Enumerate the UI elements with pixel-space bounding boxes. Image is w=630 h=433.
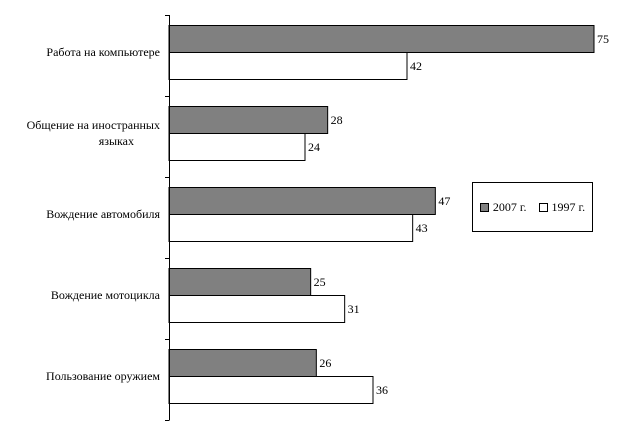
bar-2007-2 (168, 187, 436, 215)
legend-swatch-1997 (538, 202, 548, 212)
bar-1997-3 (168, 295, 346, 323)
bar-2007-3 (168, 268, 312, 296)
bar-1997-0 (168, 52, 408, 80)
data-label-1997-2: 43 (416, 221, 428, 235)
legend-item-1997: 1997 г. (538, 199, 586, 215)
category-label-0: Работа на компьютере (46, 45, 160, 59)
data-label-1997-1: 24 (308, 140, 320, 154)
category-label-1-line1: языках (99, 134, 134, 148)
data-label-2007-2: 47 (438, 194, 450, 208)
legend-swatch-2007 (479, 202, 489, 212)
data-label-2007-1: 28 (331, 113, 343, 127)
data-label-1997-3: 31 (348, 302, 360, 316)
category-label-1: Общение на иностранных (27, 118, 160, 132)
bar-2007-0 (168, 25, 595, 53)
data-label-1997-0: 42 (410, 59, 422, 73)
bar-1997-1 (168, 133, 306, 161)
bar-1997-4 (168, 376, 374, 404)
data-label-2007-0: 75 (597, 32, 609, 46)
data-label-2007-3: 25 (314, 275, 326, 289)
bar-1997-2 (168, 214, 414, 242)
data-label-2007-4: 26 (319, 356, 331, 370)
data-label-1997-4: 36 (376, 383, 388, 397)
category-label-2: Вождение автомобиля (46, 207, 160, 221)
bar-2007-1 (168, 106, 329, 134)
legend: 2007 г. 1997 г. (472, 182, 593, 232)
category-label-4: Пользование оружием (46, 369, 160, 383)
legend-item-2007: 2007 г. (479, 199, 527, 215)
legend-label-2007: 2007 г. (492, 199, 527, 214)
bar-2007-4 (168, 349, 317, 377)
legend-label-1997: 1997 г. (551, 199, 586, 214)
category-label-3: Вождение мотоцикла (51, 288, 161, 302)
